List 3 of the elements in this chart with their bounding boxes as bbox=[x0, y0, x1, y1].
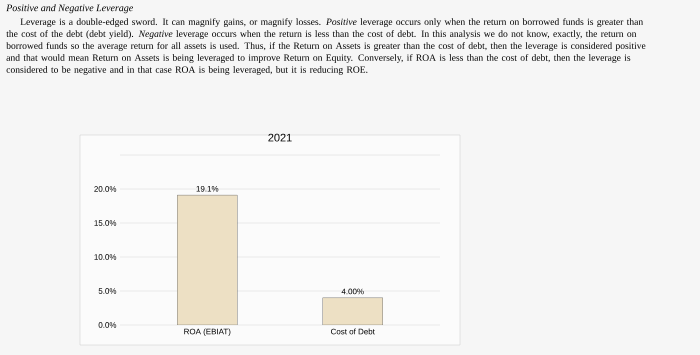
text: Positive and Negative Leverage bbox=[6, 4, 133, 14]
text: Leverage is a double-edged sword. It can magnify gains, or magnify losses. Positive leverage occurs only when the return on borrowed funds is greater than the cost of the debt (debt yield). Negative leverage occurs when the return is less than the cost of debt. In this analysis we do not know, exactly, the return on borrowed funds so the average return for all assets is used. Thus, if the Return on Assets is greater than the cost of debt, then the leverage is considered positive and that would mean Return on Assets is being leveraged to improve Return on Equity. Conversely, if ROA is less than the cost of debt, then the leverage is considered to be negative and in that case ROA is being leveraged, but it is reducing ROE. bbox=[6, 18, 646, 75]
chart-title: 2021 bbox=[268, 134, 292, 142]
